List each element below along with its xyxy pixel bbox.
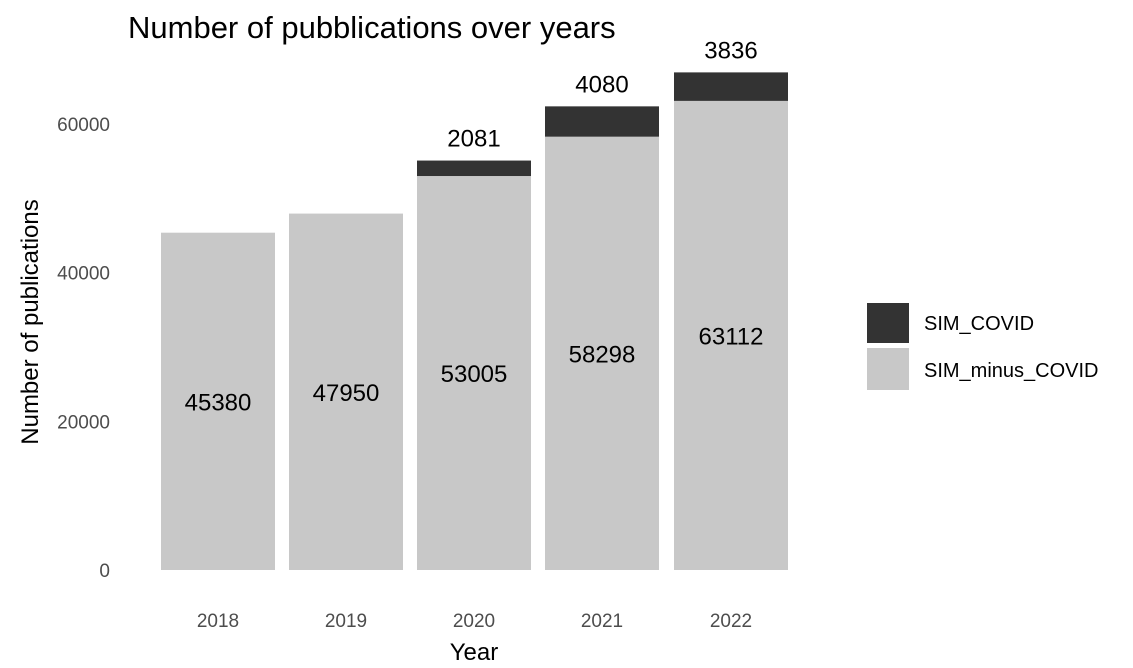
bar-sim-minus-covid: [161, 232, 275, 570]
x-axis-title: Year: [450, 639, 499, 666]
data-label-sim-minus-covid: 63112: [699, 323, 764, 350]
bar-sim-minus-covid: [545, 136, 659, 570]
y-axis-title: Number of publications: [17, 199, 44, 444]
bar-sim-covid: [545, 106, 659, 137]
bar-sim-minus-covid: [417, 176, 531, 571]
x-tick-label: 2022: [710, 611, 752, 632]
y-axis-ticks: 0 20000 40000 60000: [57, 115, 110, 582]
y-tick-label: 20000: [57, 412, 110, 433]
bar-sim-covid: [417, 160, 531, 177]
x-tick-label: 2018: [197, 611, 239, 632]
legend-label-sim-covid: SIM_COVID: [924, 313, 1034, 335]
legend: SIM_COVID SIM_minus_COVID: [867, 303, 1099, 390]
chart-title: Number of pubblications over years: [128, 10, 616, 45]
y-tick-label: 0: [99, 561, 110, 582]
x-tick-label: 2020: [453, 611, 495, 632]
x-tick-label: 2019: [325, 611, 367, 632]
bar-sim-minus-covid: [674, 100, 788, 570]
data-label-sim-covid: 4080: [575, 71, 628, 98]
legend-key-sim-minus-covid: [867, 348, 909, 390]
x-axis-ticks: 2018 2019 2020 2021 2022: [197, 611, 752, 632]
data-label-sim-minus-covid: 58298: [569, 341, 636, 368]
y-tick-label: 60000: [57, 115, 110, 136]
data-label-sim-minus-covid: 47950: [313, 380, 380, 407]
bar-sim-covid: [674, 72, 788, 101]
legend-label-sim-minus-covid: SIM_minus_COVID: [924, 360, 1099, 382]
y-tick-label: 40000: [57, 264, 110, 285]
data-label-sim-minus-covid: 45380: [185, 389, 252, 416]
bar-sim-minus-covid: [289, 213, 403, 570]
data-label-sim-covid: 2081: [447, 126, 500, 153]
data-label-sim-minus-covid: 53005: [441, 361, 508, 388]
x-tick-label: 2021: [581, 611, 623, 632]
legend-key-sim-covid: [867, 303, 909, 343]
bars: 45380 47950 53005 2081 58298 4080 63112 3836: [161, 37, 788, 571]
data-label-sim-covid: 3836: [704, 37, 757, 64]
